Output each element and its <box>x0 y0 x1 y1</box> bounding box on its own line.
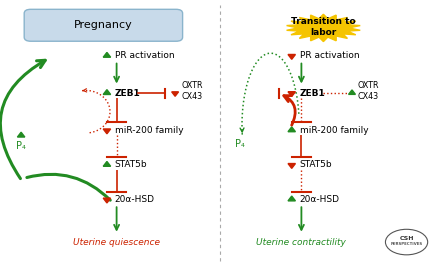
Polygon shape <box>103 90 110 94</box>
Text: Pregnancy: Pregnancy <box>74 20 133 30</box>
Circle shape <box>385 229 428 255</box>
Text: Transition to
labor: Transition to labor <box>291 16 356 37</box>
Polygon shape <box>103 52 110 57</box>
Text: Uterine contractility: Uterine contractility <box>257 238 346 247</box>
Polygon shape <box>172 92 179 96</box>
Polygon shape <box>103 161 110 166</box>
Text: ZEB1: ZEB1 <box>300 89 326 98</box>
Polygon shape <box>286 14 360 41</box>
Polygon shape <box>103 198 110 203</box>
FancyBboxPatch shape <box>24 9 183 41</box>
Polygon shape <box>288 92 295 97</box>
Polygon shape <box>103 129 110 134</box>
Text: CSH: CSH <box>400 236 414 240</box>
Text: PERSPECTIVES: PERSPECTIVES <box>390 242 423 246</box>
Text: miR-200 family: miR-200 family <box>300 126 368 135</box>
Text: ZEB1: ZEB1 <box>115 89 141 98</box>
Text: PR activation: PR activation <box>300 51 359 60</box>
Text: P₄: P₄ <box>235 139 245 149</box>
Text: Uterine quiescence: Uterine quiescence <box>73 238 160 247</box>
Text: STAT5b: STAT5b <box>300 160 332 169</box>
Text: OXTR
CX43: OXTR CX43 <box>357 81 379 101</box>
Polygon shape <box>288 55 295 59</box>
Text: P₄: P₄ <box>16 141 26 151</box>
Polygon shape <box>288 196 295 201</box>
Text: STAT5b: STAT5b <box>115 160 147 169</box>
Text: 20α-HSD: 20α-HSD <box>115 195 155 204</box>
Polygon shape <box>288 164 295 168</box>
Polygon shape <box>348 90 356 94</box>
Text: PR activation: PR activation <box>115 51 175 60</box>
Polygon shape <box>18 132 25 137</box>
Text: 20α-HSD: 20α-HSD <box>300 195 340 204</box>
Text: OXTR
CX43: OXTR CX43 <box>181 81 203 101</box>
Polygon shape <box>288 127 295 132</box>
Text: miR-200 family: miR-200 family <box>115 126 183 135</box>
